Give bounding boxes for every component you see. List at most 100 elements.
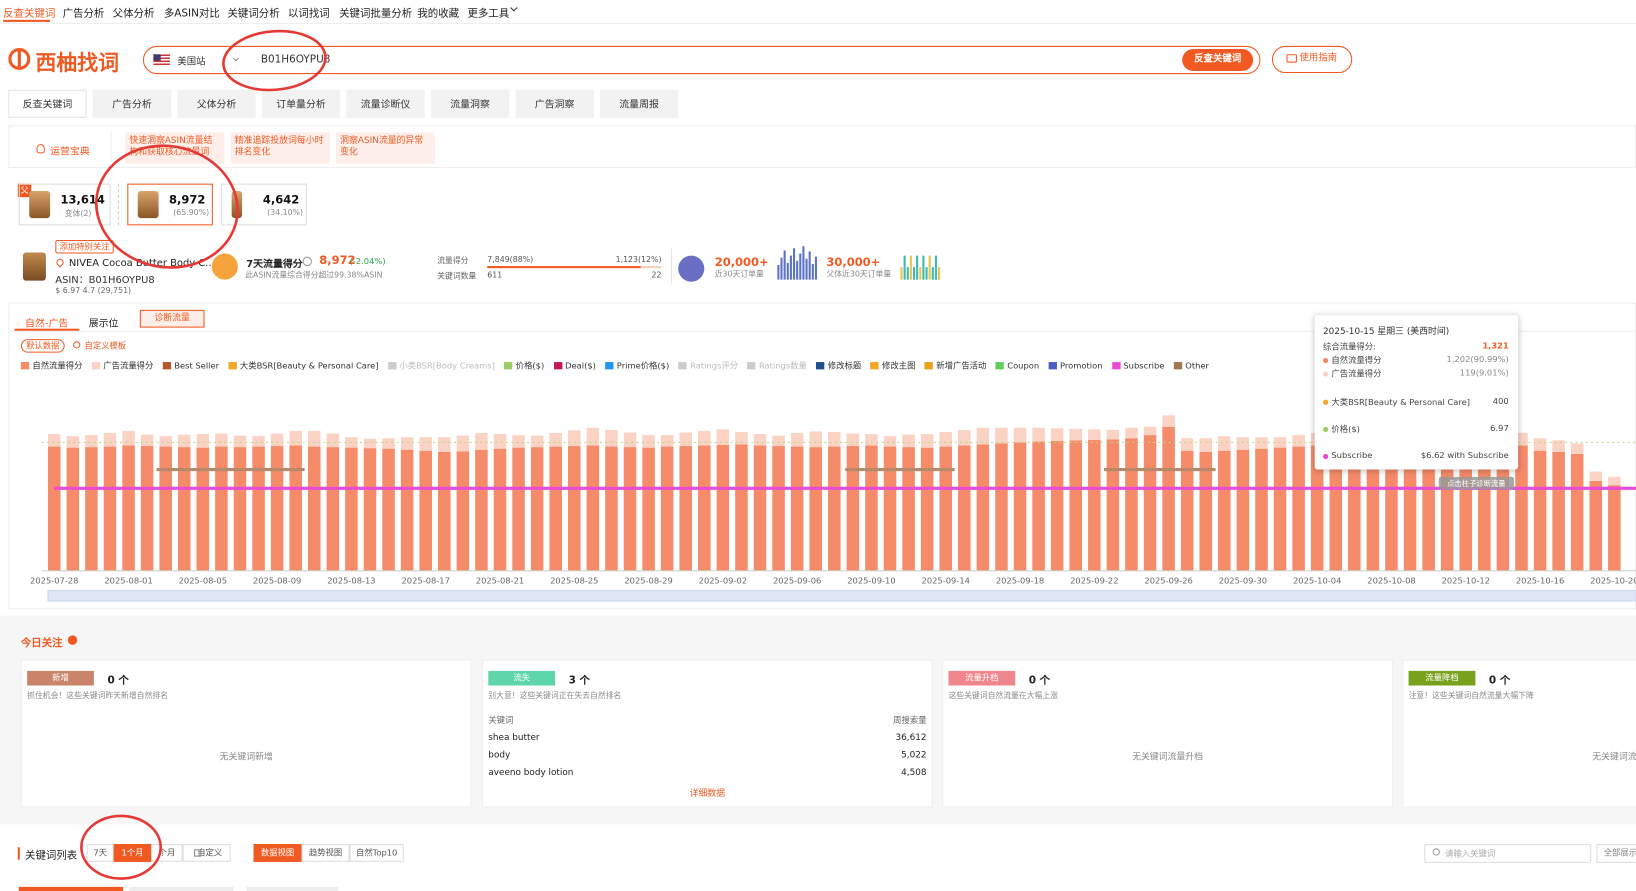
card-link[interactable]: 详细数据 bbox=[689, 788, 726, 800]
nav-item[interactable]: 更多工具 bbox=[467, 8, 510, 20]
view-button[interactable]: 数据视图 bbox=[253, 844, 302, 862]
table-cell: 36,612 bbox=[895, 732, 927, 743]
tab[interactable]: 父体分析 bbox=[177, 89, 256, 118]
keywords-natural: 611 bbox=[487, 270, 503, 280]
bar bbox=[642, 447, 655, 571]
site-select[interactable]: 美国站 bbox=[177, 57, 206, 68]
legend-item[interactable]: Prime价格($) bbox=[605, 360, 669, 371]
legend-item[interactable]: 自然流量得分 bbox=[20, 360, 82, 371]
bar bbox=[772, 435, 785, 447]
bar bbox=[1143, 426, 1157, 436]
bar bbox=[828, 446, 841, 571]
bar bbox=[178, 434, 191, 448]
tip-item[interactable]: 洞察ASIN流量的异常变化 bbox=[335, 132, 436, 164]
chart[interactable]: 2025-07-28 2025-08-01 2025-08-05 2025-08-09… bbox=[0, 370, 1636, 610]
tab[interactable]: 流量诊断仪 bbox=[346, 89, 425, 118]
nav-item[interactable]: 多ASIN对比 bbox=[163, 8, 220, 20]
bar bbox=[382, 448, 395, 571]
tooltip-dot bbox=[1323, 453, 1329, 460]
nav-item[interactable]: 我的收藏 bbox=[417, 8, 460, 20]
nav-item[interactable]: 广告分析 bbox=[62, 8, 105, 20]
legend-item[interactable]: Deal($) bbox=[553, 361, 596, 370]
legend-item[interactable]: Ratings数量 bbox=[747, 360, 807, 371]
bar bbox=[512, 435, 525, 448]
legend-item[interactable]: Promotion bbox=[1048, 361, 1102, 370]
view-button[interactable]: 趋势视图 bbox=[301, 844, 350, 862]
legend-item[interactable]: 大类BSR[Beauty & Personal Care] bbox=[228, 360, 379, 371]
table-header: 关键词 bbox=[488, 715, 514, 726]
legend-item[interactable]: Other bbox=[1173, 361, 1209, 371]
bar bbox=[1088, 429, 1101, 440]
tab[interactable]: 反查关键词 bbox=[8, 89, 87, 118]
x-tick-label: 2025-08-05 bbox=[179, 575, 227, 585]
legend-item[interactable]: 价格($) bbox=[504, 360, 544, 371]
sparkline-bar bbox=[928, 255, 931, 280]
bar bbox=[103, 433, 117, 447]
legend-item[interactable]: Best Seller bbox=[162, 361, 219, 370]
range-button[interactable]: 自定义 bbox=[182, 844, 231, 862]
tip-item[interactable]: 快速洞察ASIN流量结构和获取核心流量词 bbox=[125, 132, 225, 164]
legend-swatch bbox=[605, 362, 614, 370]
legend-label: 广告流量得分 bbox=[103, 361, 154, 371]
search-box[interactable] bbox=[142, 45, 1261, 75]
bar bbox=[549, 446, 562, 571]
chart-tab[interactable]: 自然-广告 bbox=[25, 318, 69, 330]
range-button[interactable]: 1个月 bbox=[113, 844, 152, 862]
diagnose-button[interactable]: 诊断流量 bbox=[139, 309, 205, 328]
card-count: 0 个 bbox=[1028, 675, 1051, 687]
orders-value: 20,000+ bbox=[714, 255, 769, 270]
card-badge: 流量降档 bbox=[1408, 670, 1476, 686]
legend-item[interactable]: 小类BSR[Body Creams] bbox=[387, 360, 495, 371]
legend-item[interactable]: 修改标题 bbox=[816, 360, 861, 371]
bar bbox=[735, 431, 748, 445]
keyword-search[interactable] bbox=[1424, 844, 1592, 863]
tooltip-value: 1,321 bbox=[1482, 341, 1509, 351]
tab[interactable]: 广告分析 bbox=[92, 89, 172, 118]
show-all[interactable]: 全部展示 bbox=[1596, 844, 1636, 863]
nav-item[interactable]: 以词找词 bbox=[287, 8, 330, 20]
legend-item[interactable]: Coupon bbox=[995, 361, 1039, 370]
legend-item[interactable]: 修改主图 bbox=[870, 360, 915, 371]
product-image bbox=[22, 252, 46, 281]
legend-label: Other bbox=[1185, 361, 1209, 371]
preset-custom[interactable]: 自定义模板 bbox=[84, 341, 127, 351]
tab[interactable]: 订单量分析 bbox=[261, 89, 341, 118]
legend-swatch bbox=[747, 362, 756, 370]
nav-item[interactable]: 反查关键词 bbox=[3, 8, 56, 20]
logo-text: 西柚找词 bbox=[35, 50, 119, 76]
legend-swatch bbox=[228, 362, 237, 370]
tooltip-label: 价格($) bbox=[1331, 424, 1360, 435]
view-button[interactable]: 自然Top10 bbox=[349, 844, 404, 862]
bar bbox=[1162, 426, 1175, 571]
tip-item[interactable]: 精准追踪投放词每小时排名变化 bbox=[230, 132, 330, 164]
x-tick-label: 2025-10-04 bbox=[1293, 575, 1341, 585]
nav-item[interactable]: 父体分析 bbox=[112, 8, 155, 20]
legend-label: Ratings评分 bbox=[690, 361, 739, 371]
tab[interactable]: 流量周报 bbox=[599, 89, 679, 118]
legend-item[interactable]: 广告流量得分 bbox=[91, 360, 154, 371]
bar bbox=[456, 451, 470, 571]
search-query[interactable]: B01H6OYPU8 bbox=[260, 54, 331, 66]
info-icon bbox=[302, 256, 312, 267]
tab[interactable]: 流量洞察 bbox=[430, 89, 510, 118]
table-header: 周搜索量 bbox=[893, 715, 927, 726]
sparkline-bar bbox=[934, 255, 937, 280]
legend-item[interactable]: 新增广告活动 bbox=[924, 360, 986, 371]
bar bbox=[605, 446, 618, 571]
scrollbar bbox=[47, 590, 1636, 602]
search-button[interactable]: 反查关键词 bbox=[1182, 49, 1254, 71]
preset-default[interactable]: 默认数据 bbox=[20, 339, 65, 353]
nav-item[interactable]: 关键词批量分析 bbox=[339, 8, 413, 20]
range-button[interactable]: 个月 bbox=[151, 844, 183, 862]
bar bbox=[883, 436, 897, 447]
legend-item[interactable]: Subscribe bbox=[1111, 361, 1164, 370]
guide-button[interactable]: 使用指南 bbox=[1271, 45, 1353, 74]
chart-tab[interactable]: 展示位 bbox=[88, 318, 119, 330]
bar bbox=[865, 434, 878, 446]
nav-item[interactable]: 关键词分析 bbox=[227, 8, 280, 20]
product-tag[interactable]: 添加特别关注 bbox=[55, 239, 114, 254]
legend-item[interactable]: Ratings评分 bbox=[678, 360, 739, 371]
bar bbox=[1366, 445, 1380, 571]
tab[interactable]: 广告洞察 bbox=[515, 89, 594, 118]
range-button[interactable]: 7天 bbox=[86, 844, 114, 862]
